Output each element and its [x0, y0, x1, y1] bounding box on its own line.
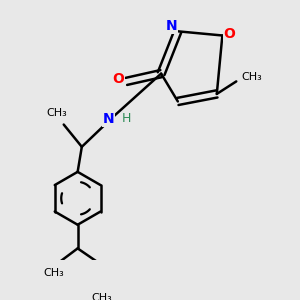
Text: H: H	[122, 112, 131, 125]
Text: N: N	[102, 112, 114, 126]
Text: CH₃: CH₃	[242, 72, 262, 82]
Text: O: O	[224, 27, 235, 41]
Text: N: N	[166, 19, 178, 33]
Text: CH₃: CH₃	[91, 293, 112, 300]
Text: CH₃: CH₃	[46, 108, 67, 118]
Text: CH₃: CH₃	[44, 268, 64, 278]
Text: O: O	[112, 72, 124, 86]
